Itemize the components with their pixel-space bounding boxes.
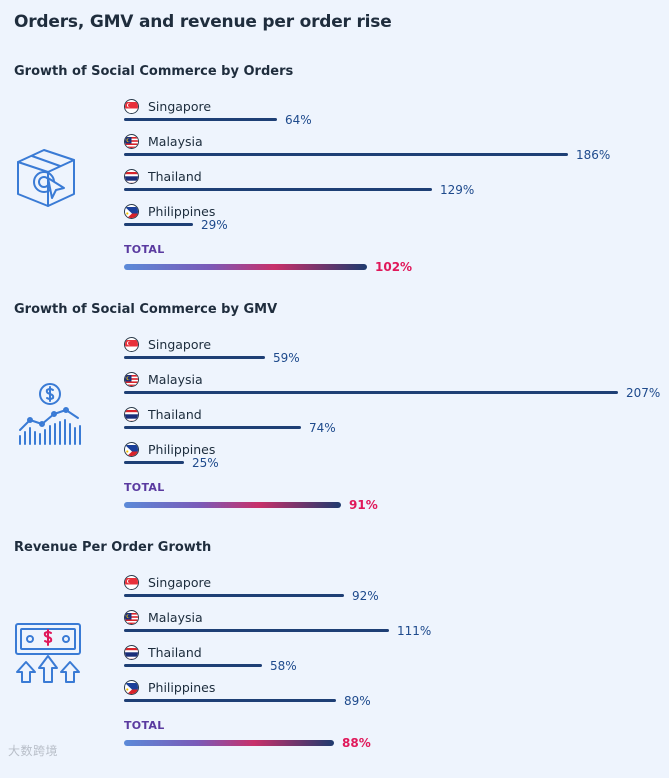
- bar-row-philippines: Philippines 29%: [124, 203, 664, 237]
- country-label: Thailand: [148, 169, 202, 184]
- bar-row-malaysia: Malaysia 207%: [124, 371, 664, 405]
- data-label: 89%: [344, 694, 371, 708]
- data-label: 25%: [192, 456, 219, 470]
- total-data-label: 102%: [375, 260, 413, 274]
- page-title: Orders, GMV and revenue per order rise: [14, 12, 392, 32]
- section-title: Growth of Social Commerce by Orders: [14, 64, 294, 79]
- country-label: Singapore: [148, 337, 212, 352]
- total-bar: [124, 502, 341, 508]
- data-label: 186%: [576, 148, 611, 162]
- bar-row-thailand: Thailand 74%: [124, 406, 664, 440]
- philippines-flag-icon: [124, 204, 139, 219]
- malaysia-flag-icon: [124, 134, 139, 149]
- bar-row-malaysia: Malaysia 186%: [124, 133, 664, 167]
- dollar-growth-chart-icon: [19, 383, 81, 445]
- bar: [124, 426, 301, 429]
- bar: [124, 699, 336, 702]
- revenue-per-order-section: Revenue Per Order Growth Singapore 92% Mal…: [0, 540, 669, 778]
- singapore-flag-icon: [124, 337, 139, 352]
- bar-row-singapore: Singapore 59%: [124, 336, 664, 370]
- bar: [124, 356, 265, 359]
- gmv-growth-section: Growth of Social Commerce by GMV Singapo…: [0, 302, 669, 540]
- bar: [124, 664, 262, 667]
- malaysia-flag-icon: [124, 610, 139, 625]
- malaysia-flag-icon: [124, 372, 139, 387]
- data-label: 64%: [285, 113, 312, 127]
- bar: [124, 223, 193, 226]
- country-label: Malaysia: [148, 610, 203, 625]
- bar: [124, 188, 432, 191]
- bar: [124, 461, 184, 464]
- total-label: TOTAL: [124, 719, 165, 732]
- thailand-flag-icon: [124, 407, 139, 422]
- data-label: 92%: [352, 589, 379, 603]
- country-label: Malaysia: [148, 134, 203, 149]
- singapore-flag-icon: [124, 99, 139, 114]
- data-label: 58%: [270, 659, 297, 673]
- data-label: 74%: [309, 421, 336, 435]
- thailand-flag-icon: [124, 169, 139, 184]
- bar: [124, 594, 344, 597]
- bar: [124, 629, 389, 632]
- total-data-label: 91%: [349, 498, 378, 512]
- country-label: Thailand: [148, 645, 202, 660]
- data-label: 111%: [397, 624, 432, 638]
- philippines-flag-icon: [124, 680, 139, 695]
- box-cursor-icon: [17, 149, 75, 207]
- bar: [124, 391, 618, 394]
- bar: [124, 118, 277, 121]
- section-title: Growth of Social Commerce by GMV: [14, 302, 278, 317]
- country-label: Singapore: [148, 575, 212, 590]
- data-label: 59%: [273, 351, 300, 365]
- watermark: 大数跨境: [8, 744, 59, 758]
- total-data-label: 88%: [342, 736, 371, 750]
- banknote-arrows-up-icon: [15, 623, 81, 683]
- data-label: 29%: [201, 218, 228, 232]
- country-label: Singapore: [148, 99, 212, 114]
- bar-row-thailand: Thailand 58%: [124, 644, 664, 678]
- data-label: 207%: [626, 386, 661, 400]
- total-label: TOTAL: [124, 481, 165, 494]
- bar-row-thailand: Thailand 129%: [124, 168, 664, 202]
- bar: [124, 153, 568, 156]
- bar-row-philippines: Philippines 25%: [124, 441, 664, 475]
- section-title: Revenue Per Order Growth: [14, 540, 212, 555]
- data-label: 129%: [440, 183, 475, 197]
- bar-row-philippines: Philippines 89%: [124, 679, 664, 713]
- philippines-flag-icon: [124, 442, 139, 457]
- thailand-flag-icon: [124, 645, 139, 660]
- country-label: Philippines: [148, 204, 216, 219]
- bar-row-singapore: Singapore 92%: [124, 574, 664, 608]
- country-label: Philippines: [148, 442, 216, 457]
- total-bar: [124, 740, 334, 746]
- bar-row-singapore: Singapore 64%: [124, 98, 664, 132]
- total-bar: [124, 264, 367, 270]
- total-label: TOTAL: [124, 243, 165, 256]
- country-label: Malaysia: [148, 372, 203, 387]
- orders-growth-section: Growth of Social Commerce by Orders Sing…: [0, 64, 669, 302]
- bar-row-malaysia: Malaysia 111%: [124, 609, 664, 643]
- singapore-flag-icon: [124, 575, 139, 590]
- country-label: Philippines: [148, 680, 216, 695]
- country-label: Thailand: [148, 407, 202, 422]
